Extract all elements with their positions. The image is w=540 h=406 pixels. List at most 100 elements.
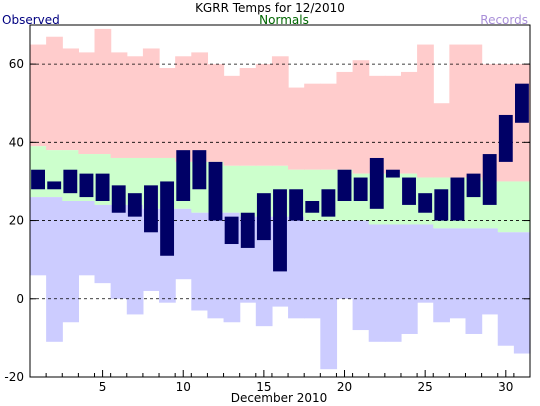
normal-band-30 [497,181,515,233]
record-high-band-14 [239,68,257,166]
observed-bar-29 [482,154,497,205]
record-high-band-27 [449,44,467,178]
normal-band-2 [46,150,63,198]
normal-band-31 [513,181,531,233]
x-tick-label-20: 20 [337,380,352,394]
observed-bar-25 [418,193,433,213]
y-tick-label-0: 0 [16,292,24,306]
record-high-band-28 [465,44,483,178]
record-low-band-28 [465,228,483,334]
observed-bar-4 [79,173,94,198]
observed-bar-19 [321,189,336,217]
record-high-band-9 [159,68,176,158]
record-low-band-31 [513,232,531,354]
observed-bar-14 [240,212,255,248]
record-high-band-20 [336,71,354,170]
y-tick-label-20: 20 [9,214,24,228]
record-low-band-26 [433,228,450,323]
record-high-band-15 [255,64,273,166]
observed-bar-20 [337,169,352,201]
y-tick-label--20: -20 [4,370,24,384]
observed-bar-11 [192,150,207,190]
observed-bar-15 [256,193,271,241]
record-low-band-24 [400,224,418,334]
observed-bar-3 [63,169,78,194]
record-low-band-10 [175,208,192,280]
observed-bar-7 [127,193,142,217]
record-high-band-25 [417,44,434,178]
observed-bar-21 [353,177,368,201]
record-high-band-7 [126,56,144,158]
observed-bar-2 [47,181,62,190]
observed-bar-8 [144,185,158,233]
observed-bar-1 [31,169,45,190]
record-low-band-17 [288,216,305,319]
record-low-band-6 [110,204,128,299]
normal-band-23 [384,173,402,225]
normal-band-13 [223,165,241,213]
record-low-band-21 [352,220,370,331]
legend-records: Records [480,13,528,27]
record-high-band-26 [433,103,450,178]
record-high-band-16 [271,56,289,166]
axis-ticks: -20 0 20 40 60 5 10 15 20 25 30 [4,57,530,394]
observed-bar-24 [402,177,416,205]
record-high-band-31 [513,64,531,182]
x-tick-label-15: 15 [256,380,271,394]
record-low-band-30 [497,232,515,346]
record-low-band-1 [30,197,47,276]
record-low-band-19 [320,220,338,370]
plot-border [29,24,531,378]
record-low-band-7 [126,204,144,315]
observed-bar-6 [111,185,126,213]
chart-title: KGRR Temps for 12/2010 [195,1,345,15]
observed-bar-12 [208,161,223,221]
record-high-band-10 [175,56,192,162]
record-high-band-17 [288,87,305,170]
record-high-band-8 [142,48,160,158]
observed-bar-28 [466,173,481,198]
x-tick-label-30: 30 [498,380,513,394]
observed-bar-9 [160,181,175,256]
observed-bar-5 [95,173,110,201]
record-low-band-27 [449,228,467,319]
record-low-band-5 [94,204,112,284]
legend-normals: Normals [259,13,309,27]
record-high-band-22 [368,75,386,174]
observed-bar-30 [498,114,513,162]
record-high-band-11 [191,52,209,162]
record-low-band-4 [78,201,96,276]
x-tick-label-25: 25 [418,380,433,394]
normal-band-18 [304,169,321,221]
observed-bar-10 [176,150,191,201]
record-high-band-4 [78,52,96,155]
observed-bar-16 [273,189,287,272]
observed-bar-31 [515,83,529,123]
record-low-band-12 [207,212,225,319]
observed-bar-18 [305,201,320,213]
record-low-band-20 [336,220,354,299]
legend-observed: Observed [2,13,60,27]
record-high-band-23 [384,75,402,174]
normal-band-14 [239,165,257,217]
record-high-band-2 [46,36,63,151]
record-high-band-24 [400,71,418,174]
record-low-band-18 [304,220,321,319]
record-low-band-2 [46,197,63,342]
record-low-band-25 [417,224,434,303]
x-tick-label-10: 10 [176,380,191,394]
record-high-band-3 [62,48,79,151]
observed-bar-26 [434,189,449,221]
x-tick-label-5: 5 [99,380,107,394]
x-axis-label: December 2010 [231,391,328,405]
record-high-band-29 [481,64,499,182]
observed-bars [31,83,529,272]
observed-bar-23 [385,169,400,178]
record-low-band-29 [481,228,499,315]
observed-bar-27 [450,177,465,221]
record-high-band-12 [207,64,225,162]
record-high-band-5 [94,28,112,155]
record-low-band-22 [368,224,386,342]
record-low-band-23 [384,224,402,342]
